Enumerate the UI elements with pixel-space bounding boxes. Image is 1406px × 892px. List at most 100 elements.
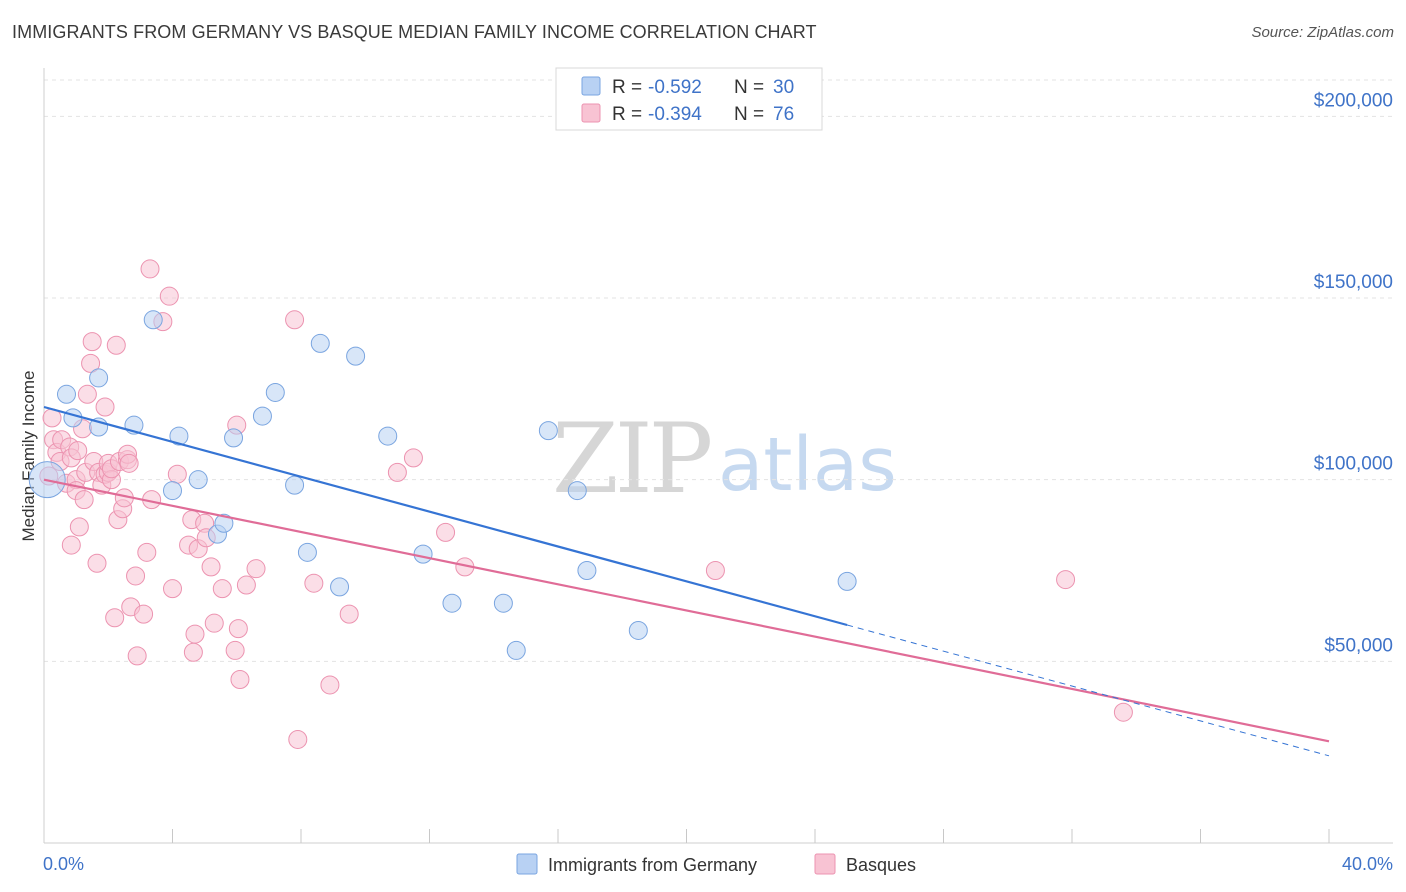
germany-point xyxy=(188,470,208,490)
basque-point xyxy=(127,646,147,666)
basque-point xyxy=(82,332,102,352)
trend-lines xyxy=(43,405,1330,757)
germany-point xyxy=(493,593,513,613)
basque-point xyxy=(212,579,232,599)
germany-point xyxy=(143,310,163,330)
basque-point xyxy=(106,335,126,355)
germany-point xyxy=(297,542,317,562)
basque-point xyxy=(126,566,146,586)
y-tick-label: $150,000 xyxy=(1314,272,1393,293)
germany-point xyxy=(224,428,244,448)
basque-point xyxy=(228,619,248,639)
basque-point xyxy=(225,640,245,660)
bottom-legend-swatch-germany xyxy=(516,853,538,875)
legend-n-label-basque: N = xyxy=(734,104,764,125)
y-tick-labels: $50,000 $100,000 $150,000 $200,000 xyxy=(1314,90,1393,656)
basque-point xyxy=(320,675,340,695)
x-ticks xyxy=(172,829,1330,843)
bottom-legend-swatch-basque xyxy=(814,853,836,875)
basque-point xyxy=(68,441,88,461)
basque-point xyxy=(137,542,157,562)
bottom-legend-label-basque: Basques xyxy=(846,855,916,875)
bottom-legend-label-germany: Immigrants from Germany xyxy=(548,855,757,875)
basque-point xyxy=(236,575,256,595)
legend-swatch-germany xyxy=(581,76,601,96)
legend-swatch-basque xyxy=(581,103,601,123)
germany-point xyxy=(63,408,83,428)
germany-point xyxy=(214,513,234,533)
legend-r-label-germany: R = xyxy=(612,77,642,98)
germany-point xyxy=(89,368,109,388)
legend-r-value-germany: -0.592 xyxy=(648,77,702,98)
basque-point xyxy=(403,448,423,468)
germany-point xyxy=(837,571,857,591)
basque-point xyxy=(119,453,139,473)
chart-title: IMMIGRANTS FROM GERMANY VS BASQUE MEDIAN… xyxy=(12,22,817,42)
basque-point xyxy=(77,384,97,404)
basque-point xyxy=(105,608,125,628)
watermark-atlas: atlas xyxy=(718,422,897,508)
germany-point xyxy=(56,384,76,404)
germany-point xyxy=(506,640,526,660)
legend-n-value-basque: 76 xyxy=(773,104,794,125)
y-tick-label: $50,000 xyxy=(1324,635,1393,656)
germany-point xyxy=(442,593,462,613)
germany-point xyxy=(346,346,366,366)
basque-point xyxy=(159,286,179,306)
basque-point xyxy=(61,535,81,555)
basque-point xyxy=(436,522,456,542)
basque-point xyxy=(288,729,308,749)
basque-point xyxy=(140,259,160,279)
germany-point xyxy=(628,620,648,640)
basque-point xyxy=(69,517,89,537)
germany-point xyxy=(310,333,330,353)
basque-point xyxy=(81,353,101,373)
basque-point xyxy=(95,397,115,417)
germany-point xyxy=(413,544,433,564)
germany-trend-line xyxy=(43,405,848,627)
basque-point xyxy=(285,310,305,330)
germany-point xyxy=(252,406,272,426)
germany-points xyxy=(28,310,857,660)
basque-point xyxy=(201,557,221,577)
basque-point xyxy=(134,604,154,624)
y-tick-label: $200,000 xyxy=(1314,90,1393,111)
basque-point xyxy=(163,579,182,599)
germany-point xyxy=(378,426,398,446)
axes xyxy=(43,68,1393,844)
x-tick-label-max: 40.0% xyxy=(1342,854,1393,874)
germany-point xyxy=(330,577,350,597)
series-legend: Immigrants from Germany Basques xyxy=(516,853,916,875)
basque-point xyxy=(246,559,266,579)
basque-point xyxy=(304,573,324,593)
legend-n-label-germany: N = xyxy=(734,77,764,98)
source-label: Source: ZipAtlas.com xyxy=(1251,24,1394,41)
x-tick-label-min: 0.0% xyxy=(43,854,84,874)
germany-point xyxy=(285,475,305,495)
basque-trend-line xyxy=(43,478,1330,743)
germany-trend-extension xyxy=(846,624,1330,757)
germany-point xyxy=(163,481,182,501)
y-axis-label: Median Family Income xyxy=(19,370,38,541)
germany-point xyxy=(538,421,558,441)
basque-point xyxy=(87,553,107,573)
legend-r-value-basque: -0.394 xyxy=(648,104,702,125)
basque-point xyxy=(74,490,94,510)
basque-point xyxy=(1056,570,1076,590)
basque-point xyxy=(230,670,250,689)
basque-point xyxy=(705,561,725,580)
y-tick-label: $100,000 xyxy=(1314,454,1393,475)
germany-point xyxy=(265,382,285,402)
basque-point xyxy=(167,464,187,484)
basque-point xyxy=(339,604,359,624)
germany-point xyxy=(567,481,587,501)
legend-n-value-germany: 30 xyxy=(773,77,794,98)
basque-point xyxy=(204,613,224,633)
germany-point xyxy=(169,426,189,446)
correlation-legend: R = -0.592 N = 30 R = -0.394 N = 76 xyxy=(555,67,823,131)
basque-point xyxy=(387,462,407,482)
germany-point xyxy=(577,561,597,580)
legend-r-label-basque: R = xyxy=(612,104,642,125)
basque-point xyxy=(1113,702,1133,722)
